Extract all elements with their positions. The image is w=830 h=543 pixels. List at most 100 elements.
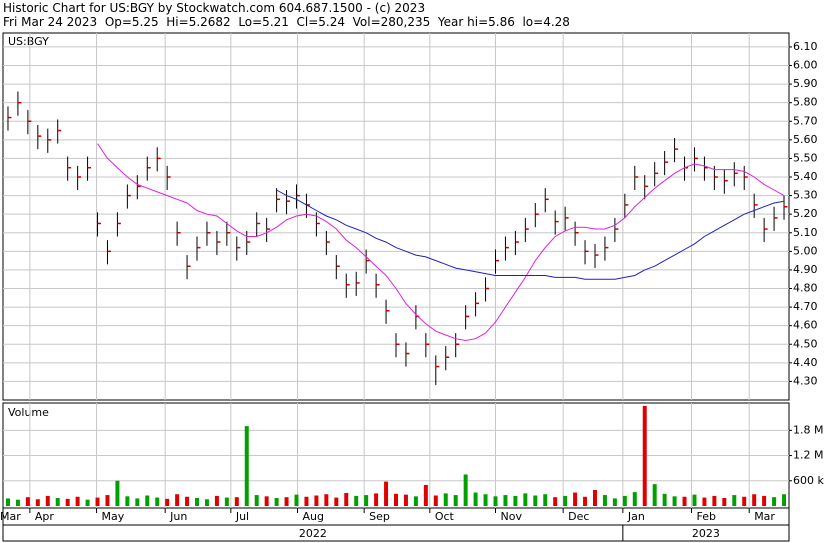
volume-bar (15, 499, 20, 506)
volume-bar (35, 499, 40, 506)
volume-bar (5, 498, 10, 506)
volume-bar (712, 495, 717, 506)
volume-bar (493, 496, 498, 506)
x-tick-label: Jun (169, 510, 187, 523)
volume-bar (354, 495, 359, 506)
x-tick-label: Mar (754, 510, 775, 523)
x-tick-label: Nov (500, 510, 522, 523)
volume-bar (602, 495, 607, 506)
volume-bar (364, 495, 369, 506)
volume-bar (573, 492, 578, 506)
volume-bar (443, 493, 448, 506)
volume-bar (762, 495, 767, 506)
volume-bar (682, 496, 687, 506)
volume-bar (324, 494, 329, 506)
x-tick-label: Jul (235, 510, 249, 523)
volume-bar (85, 499, 90, 506)
volume-bar (304, 496, 309, 506)
volume-bar (374, 493, 379, 506)
volume-bar (204, 499, 209, 506)
volume-bar (135, 498, 140, 506)
volume-bar (214, 495, 219, 506)
volume-bar (622, 495, 627, 506)
y-tick-label: 5.70 (793, 114, 818, 127)
volume-bar (672, 496, 677, 506)
y-tick-label: 6.10 (793, 40, 818, 53)
y-tick-label: 5.10 (793, 226, 818, 239)
volume-bar (284, 497, 289, 506)
volume-bar (145, 495, 150, 506)
volume-bar (592, 490, 597, 506)
volume-bar (244, 426, 249, 506)
y-tick-label: 6.00 (793, 59, 818, 72)
volume-bar (334, 497, 339, 506)
volume-bar (45, 495, 50, 506)
volume-bar (453, 495, 458, 506)
y-tick-label: 4.80 (793, 282, 818, 295)
y-tick-label: 5.80 (793, 96, 818, 109)
x-tick-label: Dec (568, 510, 589, 523)
volume-bar (662, 493, 667, 506)
volume-bar (583, 496, 588, 506)
volume-bar (433, 495, 438, 506)
moving-average (276, 189, 785, 280)
volume-bar (782, 494, 787, 506)
y-tick-label: 5.60 (793, 133, 818, 146)
y-tick-label: 4.90 (793, 263, 818, 276)
volume-bar (463, 474, 468, 506)
volume-bar (503, 495, 508, 506)
volume-bar (702, 497, 707, 506)
x-tick-label: Aug (303, 510, 324, 523)
volume-bar (423, 484, 428, 506)
volume-bar (75, 496, 80, 506)
volume-bar (652, 484, 657, 506)
volume-bar (394, 493, 398, 506)
volume-bar (722, 498, 727, 506)
volume-bar (533, 495, 538, 506)
volume-bar (115, 480, 120, 506)
volume-bar (224, 497, 229, 506)
volume-bar (612, 498, 617, 506)
volume-bar (413, 496, 418, 506)
y-tick-label: 5.20 (793, 207, 818, 220)
x-tick-label: Mar (0, 510, 21, 523)
volume-bar (523, 493, 528, 506)
volume-bar (513, 495, 518, 506)
volume-bar (543, 494, 548, 506)
volume-bar (155, 497, 160, 506)
volume-bar (553, 497, 558, 506)
volume-bar (105, 495, 110, 506)
y-tick-label: 4.50 (793, 337, 818, 350)
year-label: 2022 (299, 527, 327, 540)
y-tick-label: 4.30 (793, 374, 818, 387)
moving-average (97, 143, 785, 342)
volume-label: Volume (8, 406, 49, 419)
y-tick-label: 5.90 (793, 77, 818, 90)
y-tick-label: 4.40 (793, 356, 818, 369)
x-tick-label: Jan (627, 510, 645, 523)
y-tick-label: 600 k (793, 474, 824, 487)
volume-bar (195, 498, 200, 506)
x-tick-label: Apr (35, 510, 55, 523)
chart-subtitle: Fri Mar 24 2023 Op=5.25 Hi=5.2682 Lo=5.2… (3, 15, 570, 29)
chart-title: Historic Chart for US:BGY by Stockwatch.… (3, 1, 426, 15)
volume-bar (65, 498, 70, 506)
volume-bar (234, 497, 239, 506)
volume-bar (314, 495, 319, 506)
x-tick-label: Feb (696, 510, 715, 523)
y-tick-label: 4.60 (793, 319, 818, 332)
x-tick-label: Oct (435, 510, 455, 523)
volume-bar (95, 497, 100, 506)
volume-bar (25, 497, 30, 506)
volume-bar (185, 496, 190, 506)
y-tick-label: 5.50 (793, 151, 818, 164)
volume-bar (165, 498, 170, 506)
volume-bar (632, 492, 637, 506)
volume-bar (403, 494, 408, 506)
volume-bar (563, 495, 568, 506)
y-tick-label: 1.2 M (793, 449, 823, 462)
year-label: 2023 (692, 527, 720, 540)
volume-bar (274, 498, 279, 506)
volume-bar (254, 495, 259, 506)
